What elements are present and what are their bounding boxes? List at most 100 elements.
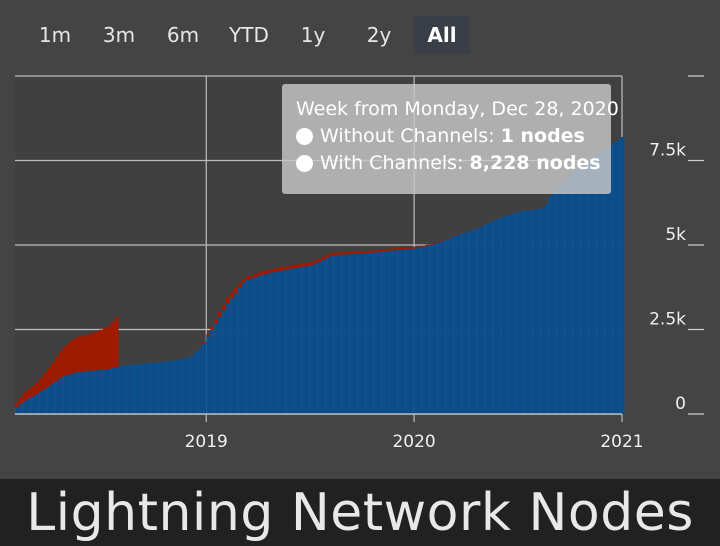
bar-with-channels xyxy=(194,351,199,414)
bar-with-channels xyxy=(425,245,430,414)
bar-with-channels xyxy=(405,249,410,414)
bar-with-channels xyxy=(532,209,537,414)
bar-without-channels xyxy=(305,262,310,266)
bar-with-channels xyxy=(592,155,597,414)
bar-with-channels xyxy=(345,254,350,414)
bar-without-channels xyxy=(309,261,314,266)
bar-with-channels xyxy=(22,400,27,414)
bar-with-channels xyxy=(588,158,593,414)
bar-without-channels xyxy=(437,241,442,243)
bar-with-channels xyxy=(309,265,314,414)
bar-without-channels xyxy=(46,368,51,387)
bar-with-channels xyxy=(246,279,251,414)
bar-with-channels xyxy=(170,360,175,414)
bar-without-channels xyxy=(345,251,350,255)
bar-without-channels xyxy=(58,350,63,379)
bar-with-channels xyxy=(166,361,171,414)
bar-without-channels xyxy=(333,252,338,255)
bar-with-channels xyxy=(544,204,549,414)
bar-without-channels xyxy=(98,329,103,370)
range-button-6m[interactable]: 6m xyxy=(166,23,200,47)
bar-without-channels xyxy=(210,326,215,330)
bar-with-channels xyxy=(548,195,553,414)
bar-with-channels xyxy=(210,329,215,414)
bar-with-channels xyxy=(524,210,529,414)
bar-with-channels xyxy=(489,221,494,414)
bar-with-channels xyxy=(564,178,569,414)
range-button-2y[interactable]: 2y xyxy=(366,23,392,47)
bar-with-channels xyxy=(269,272,274,414)
bar-with-channels xyxy=(512,212,517,414)
bar-without-channels xyxy=(421,245,426,247)
bar-with-channels xyxy=(226,303,231,414)
bar-without-channels xyxy=(409,247,414,249)
chart: 0 2.5k 5k 7.5k 2019 2020 2021 xyxy=(14,75,704,452)
range-button-3m[interactable]: 3m xyxy=(102,23,136,47)
bar-without-channels xyxy=(62,346,67,377)
chart-tooltip: Week from Monday, Dec 28, 2020 Without C… xyxy=(282,84,619,194)
bar-without-channels xyxy=(381,249,386,252)
bar-with-channels xyxy=(385,250,390,414)
bar-with-channels xyxy=(46,386,51,414)
bar-with-channels xyxy=(86,371,91,414)
bar-without-channels xyxy=(301,263,306,267)
tooltip-value-with: 8,228 nodes xyxy=(469,152,601,174)
bar-without-channels xyxy=(369,250,374,253)
bar-with-channels xyxy=(234,293,239,414)
bar-without-channels xyxy=(15,402,19,408)
bar-with-channels xyxy=(401,249,406,414)
bar-without-channels xyxy=(293,264,298,268)
bar-with-channels xyxy=(82,371,87,414)
bar-without-channels xyxy=(413,247,418,249)
bar-with-channels xyxy=(509,214,513,414)
bar-with-channels xyxy=(150,362,155,414)
y-tick-label: 2.5k xyxy=(649,310,686,330)
bar-with-channels xyxy=(202,342,207,414)
bar-with-channels xyxy=(162,361,167,414)
bar-with-channels xyxy=(365,253,370,414)
bar-with-channels xyxy=(600,150,605,415)
range-button-1m[interactable]: 1m xyxy=(38,23,72,47)
bar-with-channels xyxy=(341,254,346,414)
bar-with-channels xyxy=(576,168,581,414)
bar-with-channels xyxy=(353,253,358,414)
bar-with-channels xyxy=(190,355,195,414)
bar-with-channels xyxy=(608,145,613,414)
bar-with-channels xyxy=(198,348,203,414)
bar-without-channels xyxy=(433,242,438,244)
bar-with-channels xyxy=(505,215,510,414)
bar-without-channels xyxy=(297,263,302,268)
bar-without-channels xyxy=(281,266,286,271)
bar-with-channels xyxy=(528,209,533,414)
bar-with-channels xyxy=(473,229,478,414)
bar-with-channels xyxy=(218,316,223,414)
circle-icon xyxy=(296,128,313,145)
bar-with-channels xyxy=(361,253,366,414)
bar-without-channels xyxy=(425,244,430,246)
title-bar: Lightning Network Nodes xyxy=(0,479,720,546)
range-button-1y[interactable]: 1y xyxy=(300,23,326,47)
range-selector: 1m 3m 6m YTD 1y 2y All xyxy=(0,0,720,70)
bar-without-channels xyxy=(277,267,282,271)
bar-with-channels xyxy=(102,369,107,414)
bar-without-channels xyxy=(74,337,79,373)
y-tick-label: 5k xyxy=(665,225,686,245)
range-button-all[interactable]: All xyxy=(414,16,470,54)
bar-with-channels xyxy=(333,254,338,414)
bar-without-channels xyxy=(265,270,270,274)
bar-with-channels xyxy=(313,263,318,414)
y-tick-label: 7.5k xyxy=(649,141,686,161)
bar-without-channels xyxy=(222,304,227,311)
bar-without-channels xyxy=(106,326,111,370)
bar-with-channels xyxy=(273,271,278,414)
bar-with-channels xyxy=(134,364,139,414)
bar-with-channels xyxy=(186,357,191,414)
bar-with-channels xyxy=(325,257,330,414)
range-button-ytd[interactable]: YTD xyxy=(229,23,269,47)
bar-with-channels xyxy=(465,231,470,414)
bar-without-channels xyxy=(321,256,326,260)
bar-with-channels xyxy=(281,270,286,414)
bar-with-channels xyxy=(477,227,482,414)
bar-with-channels xyxy=(130,364,135,414)
bar-without-channels xyxy=(90,333,95,371)
